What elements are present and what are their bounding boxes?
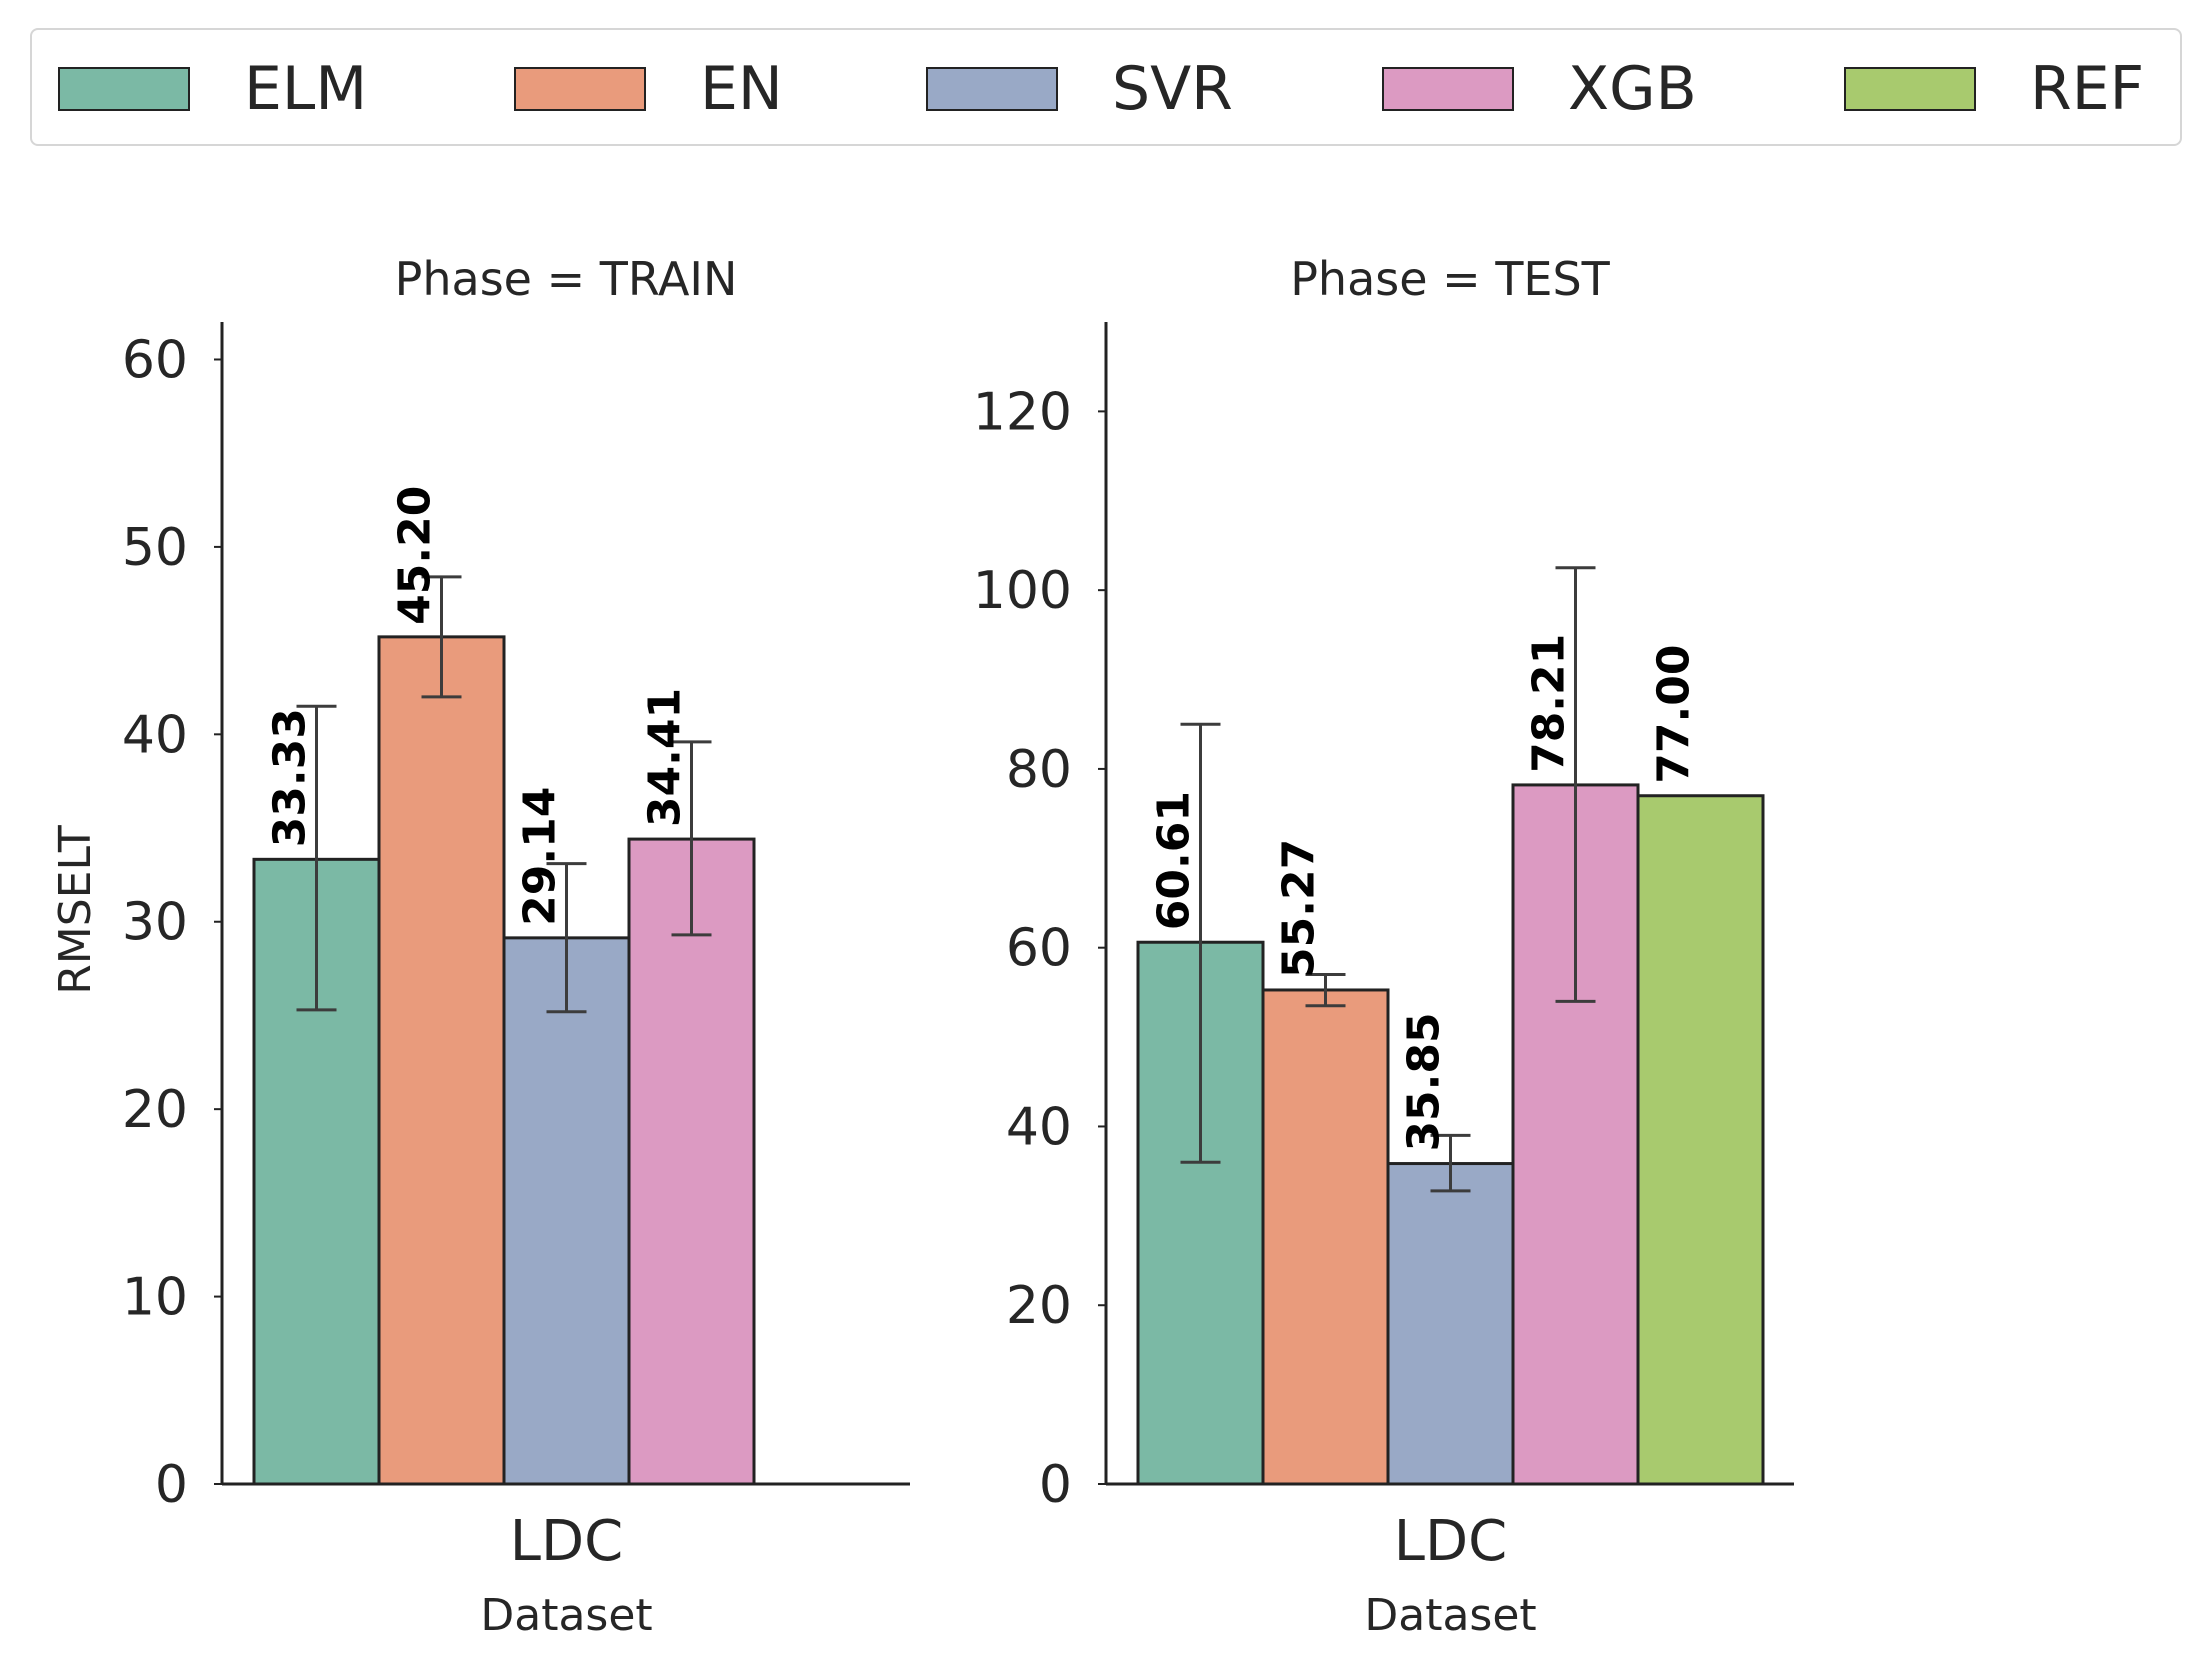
data-label-elm: 33.33 <box>265 708 316 847</box>
error-bar-svr <box>546 862 587 1014</box>
error-bar-xgb <box>1555 566 1596 1003</box>
y-tick-label: 0 <box>1039 1455 1072 1515</box>
bar-en <box>1261 988 1390 1486</box>
y-tick-label: 10 <box>122 1268 188 1328</box>
legend-item-ref: REF <box>1844 30 2144 148</box>
data-label-svr: 29.14 <box>515 787 566 926</box>
y-tick-label: 60 <box>1006 919 1072 979</box>
legend-swatch-svr <box>926 67 1058 111</box>
y-tick-label: 100 <box>973 561 1072 621</box>
y-tick-label: 40 <box>122 705 188 765</box>
bar-svr <box>502 936 631 1486</box>
bar-en <box>377 635 506 1486</box>
legend-label-en: EN <box>700 54 783 124</box>
y-axis-label-train: RMSELT <box>50 825 101 995</box>
y-tick-label: 20 <box>122 1080 188 1140</box>
panel-train: Phase = TRAIN 0 10 20 30 40 50 60 33.33 45.20 29.1… <box>50 252 910 1641</box>
x-tick-label-test: LDC <box>1394 1509 1507 1574</box>
x-axis-label-test: Dataset <box>1364 1590 1536 1641</box>
y-tick-label: 120 <box>973 382 1072 442</box>
data-label-elm: 60.61 <box>1149 791 1200 930</box>
error-bar-en <box>421 575 462 699</box>
legend-item-svr: SVR <box>926 30 1233 148</box>
legend-swatch-xgb <box>1382 67 1514 111</box>
error-bar-xgb <box>671 740 712 937</box>
y-tick-label: 0 <box>155 1455 188 1515</box>
error-bar-elm <box>296 704 337 1012</box>
y-tick-label: 20 <box>1006 1276 1072 1336</box>
panel-test: Phase = TEST 0 20 40 60 80 100 120 60.61 55.27 35.… <box>973 252 1794 1641</box>
x-axis-label-train: Dataset <box>480 1590 652 1641</box>
error-bar-elm <box>1180 722 1221 1164</box>
bar-xgb <box>627 837 756 1486</box>
y-tick-label: 40 <box>1006 1097 1072 1157</box>
data-label-svr: 35.85 <box>1399 1012 1450 1151</box>
legend-item-en: EN <box>514 30 783 148</box>
panel-title-train: Phase = TRAIN <box>395 252 738 306</box>
legend-swatch-ref <box>1844 67 1976 111</box>
legend-label-svr: SVR <box>1112 54 1233 124</box>
legend-item-elm: ELM <box>58 30 367 148</box>
error-bar-en <box>1305 973 1346 1008</box>
data-label-xgb: 34.41 <box>640 688 691 827</box>
data-label-en: 55.27 <box>1274 839 1325 978</box>
legend-swatch-en <box>514 67 646 111</box>
y-tick-label: 50 <box>122 518 188 578</box>
error-bar-svr <box>1430 1133 1471 1193</box>
legend-label-ref: REF <box>2030 54 2145 124</box>
data-label-xgb: 78.21 <box>1524 634 1575 773</box>
bar-svr <box>1386 1162 1515 1486</box>
bar-ref <box>1636 794 1765 1486</box>
legend-label-xgb: XGB <box>1568 54 1697 124</box>
x-tick-label-train: LDC <box>510 1509 623 1574</box>
y-tick-label: 80 <box>1006 740 1072 800</box>
y-tick-label: 30 <box>122 893 188 953</box>
panel-title-test: Phase = TEST <box>1290 252 1610 306</box>
data-label-en: 45.20 <box>390 486 441 625</box>
legend-item-xgb: XGB <box>1382 30 1697 148</box>
y-tick-label: 60 <box>122 330 188 390</box>
legend: ELM EN SVR XGB REF <box>30 28 2182 146</box>
legend-label-elm: ELM <box>244 54 368 124</box>
data-label-ref: 77.00 <box>1649 645 1700 784</box>
legend-swatch-elm <box>58 67 190 111</box>
